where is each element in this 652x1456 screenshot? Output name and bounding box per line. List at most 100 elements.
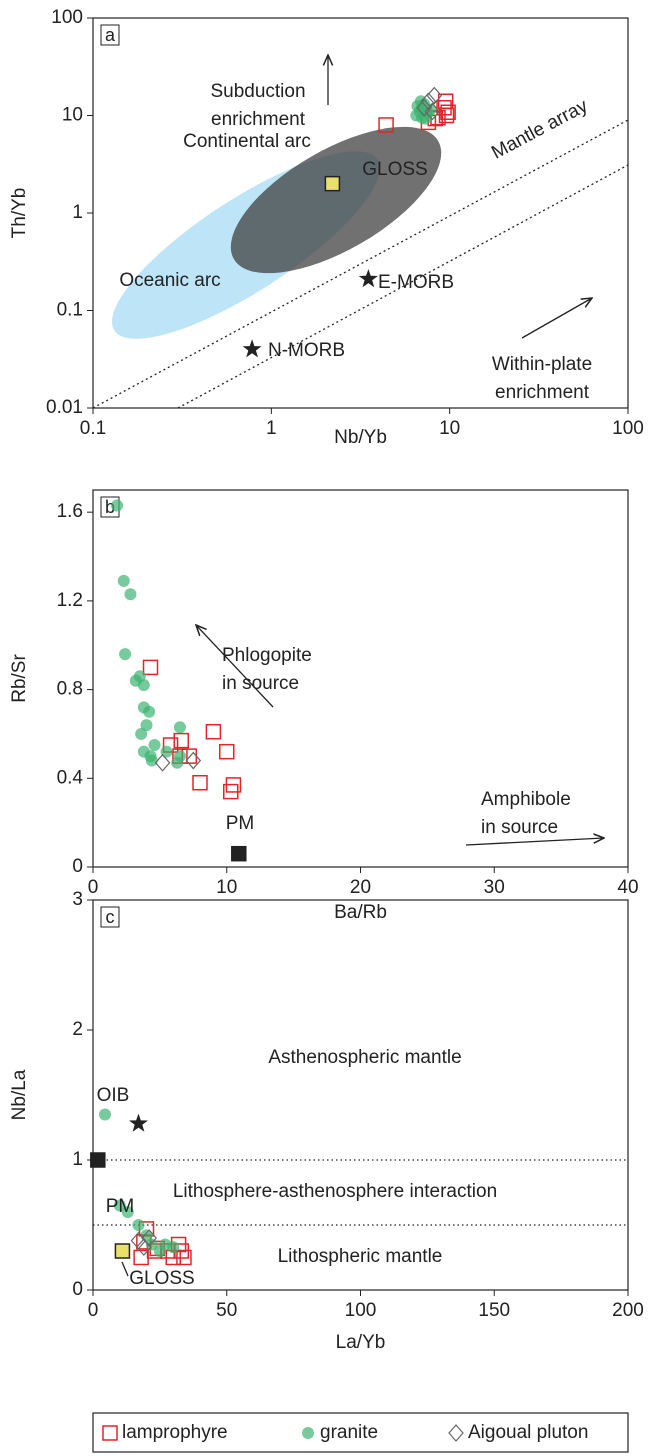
marker-square xyxy=(142,659,159,676)
y-tick-label: 1.6 xyxy=(57,501,83,522)
annotation: Mantle array xyxy=(488,95,592,163)
y-tick-label: 0 xyxy=(72,856,83,877)
x-tick-label: 10 xyxy=(216,877,237,898)
annotation: Asthenospheric mantle xyxy=(268,1047,461,1068)
marker-diamond xyxy=(154,753,171,772)
marker-square xyxy=(205,723,222,740)
region-shapes xyxy=(92,119,629,409)
legend-label: Aigoual pluton xyxy=(468,1422,588,1443)
reference-label: PM xyxy=(106,1196,135,1217)
x-axis-label: Ba/Rb xyxy=(334,902,387,923)
plot-frame xyxy=(92,899,629,1291)
annotation: Amphibole xyxy=(481,789,571,810)
marker-diamond xyxy=(448,1424,464,1442)
reference-label: GLOSS xyxy=(129,1268,194,1289)
x-tick-label: 0.1 xyxy=(80,418,106,439)
legend-frame xyxy=(92,1412,629,1453)
marker-circle xyxy=(113,1199,126,1212)
plot-frame xyxy=(92,489,629,868)
marker-circle xyxy=(160,745,173,758)
x-tick-label: 200 xyxy=(612,1300,644,1321)
marker-circle xyxy=(117,574,130,587)
x-tick-label: 30 xyxy=(484,877,505,898)
marker-circle xyxy=(167,1241,180,1254)
marker-square xyxy=(436,100,452,116)
annotation: in source xyxy=(222,673,299,694)
x-tick-label: 40 xyxy=(617,877,638,898)
marker-circle xyxy=(171,756,184,769)
x-tick-label: 1 xyxy=(266,418,277,439)
y-axis-label: Th/Yb xyxy=(9,188,30,239)
marker-star xyxy=(242,339,262,358)
marker-diamond xyxy=(141,1229,157,1247)
continental-arc-field xyxy=(230,126,442,274)
x-tick-label: 150 xyxy=(478,1300,510,1321)
marker-circle xyxy=(173,721,186,734)
x-axis-label: La/Yb xyxy=(336,1332,386,1353)
x-tick-label: 50 xyxy=(216,1300,237,1321)
y-axis-label: Rb/Sr xyxy=(9,654,30,703)
reference-label: E-MORB xyxy=(378,272,454,293)
marker-circle xyxy=(133,670,146,683)
annotation: enrichment xyxy=(211,109,306,130)
arrow xyxy=(196,625,274,708)
y-axis-label: Nb/La xyxy=(9,1069,30,1120)
annotation: Within-plate xyxy=(492,354,592,375)
x-tick-label: 20 xyxy=(350,877,371,898)
marker-circle xyxy=(124,588,137,601)
annotation: in source xyxy=(481,817,558,838)
x-axis-label: Nb/Yb xyxy=(334,427,387,448)
y-tick-label: 1.2 xyxy=(57,590,83,611)
marker-square xyxy=(324,175,341,192)
panel-label: c xyxy=(106,907,115,927)
x-tick-label: 10 xyxy=(439,418,460,439)
y-tick-label: 1 xyxy=(72,202,83,223)
panel-label-box xyxy=(100,24,120,46)
panel-label-box xyxy=(100,906,120,928)
annotation: Lithosphere-asthenosphere interaction xyxy=(173,1181,497,1202)
marker-diamond xyxy=(185,751,202,770)
panel-label: b xyxy=(105,497,115,517)
marker-square xyxy=(173,732,190,749)
reference-label: OIB xyxy=(97,1085,130,1106)
marker-circle xyxy=(148,739,161,752)
arrow xyxy=(465,838,604,846)
marker-square xyxy=(102,1425,118,1441)
reference-label: GLOSS xyxy=(362,159,427,180)
marker-star xyxy=(129,1113,148,1132)
marker-circle xyxy=(99,1108,112,1121)
annotation: Lithospheric mantle xyxy=(278,1246,443,1267)
x-tick-label: 100 xyxy=(612,418,644,439)
legend-label: lamprophyre xyxy=(122,1422,228,1443)
marker-star xyxy=(358,269,378,288)
marker-square xyxy=(231,845,247,862)
y-tick-label: 0.1 xyxy=(57,300,83,321)
x-tick-label: 0 xyxy=(88,877,99,898)
marker-square xyxy=(378,117,394,133)
marker-diamond xyxy=(416,98,433,117)
marker-diamond xyxy=(424,102,441,121)
annotation: Phlogopite xyxy=(222,645,312,666)
marker-circle xyxy=(143,705,156,718)
y-tick-label: 3 xyxy=(72,889,83,910)
marker-square xyxy=(219,743,235,760)
arrows xyxy=(121,55,604,1277)
marker-circle xyxy=(140,719,153,732)
mantle-array-line xyxy=(177,164,629,409)
marker-square xyxy=(176,1249,192,1266)
annotation: Continental arc xyxy=(183,131,311,152)
marker-circle xyxy=(145,754,158,767)
x-tick-label: 100 xyxy=(345,1300,377,1321)
y-tick-label: 0.4 xyxy=(57,767,84,788)
leader-line xyxy=(121,1261,129,1277)
marker-diamond xyxy=(420,92,437,111)
y-tick-label: 2 xyxy=(72,1019,83,1040)
marker-square xyxy=(440,104,456,120)
marker-circle xyxy=(145,1238,158,1251)
legend-label: granite xyxy=(320,1422,378,1443)
mantle-array-line xyxy=(92,119,629,409)
reference-label: N-MORB xyxy=(268,340,345,361)
marker-square xyxy=(192,774,208,791)
x-tick-label: 0 xyxy=(88,1300,99,1321)
